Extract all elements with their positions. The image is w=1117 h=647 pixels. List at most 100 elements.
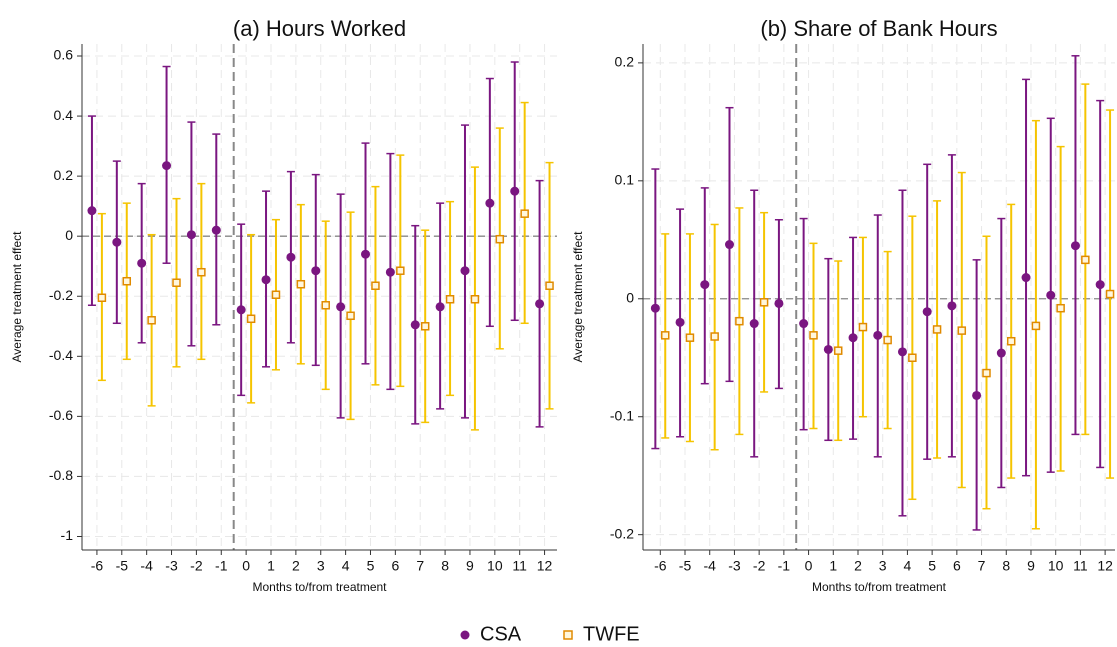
point (883, 335, 892, 345)
y-tick-label: -0.8 (49, 467, 73, 483)
x-axis-label: Months to/from treatment (252, 580, 387, 594)
x-tick-label: -2 (753, 558, 766, 574)
point (87, 206, 97, 216)
x-tick-label: -5 (116, 558, 129, 574)
point (296, 279, 306, 289)
point (420, 322, 430, 331)
point (460, 266, 470, 276)
y-tick-label: 0 (626, 289, 634, 305)
point (922, 307, 932, 317)
x-tick-label: -3 (728, 558, 741, 574)
point (495, 234, 505, 244)
point (162, 161, 172, 171)
x-tick-label: -2 (190, 558, 203, 574)
point (311, 266, 321, 276)
x-tick-label: 9 (1027, 558, 1035, 574)
point (908, 353, 917, 362)
y-tick-label: -0.4 (49, 347, 73, 363)
legend-label: TWFE (583, 623, 640, 645)
point (749, 319, 759, 329)
point (1031, 321, 1041, 331)
point (396, 266, 405, 275)
point (236, 305, 246, 315)
x-tick-label: 3 (879, 558, 887, 574)
point (1105, 289, 1115, 299)
point (97, 293, 107, 303)
y-tick-label: 0.6 (54, 47, 74, 63)
x-tick-label: -4 (140, 558, 153, 574)
point (445, 295, 455, 304)
point (1095, 280, 1105, 290)
legend-label: CSA (480, 623, 522, 645)
point (1021, 273, 1031, 283)
point (271, 290, 281, 299)
x-tick-label: -4 (703, 558, 716, 574)
point (735, 316, 744, 326)
point (724, 240, 734, 250)
x-tick-label: 4 (342, 558, 350, 574)
point (823, 344, 833, 354)
point (385, 267, 395, 277)
point (972, 390, 982, 400)
x-tick-label: -1 (215, 558, 228, 574)
point (197, 267, 206, 277)
point (485, 198, 495, 208)
point (137, 258, 147, 268)
x-tick-label: 11 (1073, 558, 1088, 574)
y-tick-label: 0.1 (615, 172, 635, 188)
y-tick-label: 0.2 (54, 167, 74, 183)
point (947, 301, 957, 311)
point (510, 186, 520, 196)
x-tick-label: -6 (654, 558, 667, 574)
x-tick-label: 6 (953, 558, 961, 574)
point (1056, 303, 1065, 313)
point (897, 347, 907, 357)
panel-title: (a) Hours Worked (233, 16, 406, 41)
x-tick-label: -3 (165, 558, 178, 574)
x-tick-label: 3 (317, 558, 325, 574)
point (1070, 241, 1080, 251)
point (435, 302, 445, 312)
point (957, 326, 967, 335)
x-tick-label: 8 (1002, 558, 1010, 574)
point (700, 280, 710, 290)
x-tick-label: 0 (242, 558, 250, 574)
x-axis-label: Months to/from treatment (812, 580, 947, 594)
x-tick-label: 8 (441, 558, 449, 574)
y-tick-label: 0 (65, 227, 73, 243)
point (650, 303, 660, 313)
panel: (a) Hours Worked -1 -0.8 -0.6 -0.4 -0.2 0 0.2 0.… (10, 16, 557, 594)
point (932, 325, 942, 334)
x-tick-label: 2 (854, 558, 862, 574)
point (336, 302, 346, 312)
y-tick-label: -0.1 (610, 407, 634, 423)
point (996, 348, 1006, 358)
point (346, 311, 355, 321)
point (660, 331, 670, 340)
x-tick-label: 10 (1048, 558, 1064, 574)
point (982, 368, 991, 378)
point (685, 333, 695, 342)
point (535, 299, 545, 309)
legend-marker (460, 630, 470, 640)
point (799, 319, 809, 329)
legend-marker (563, 630, 573, 640)
x-tick-label: -1 (778, 558, 791, 574)
y-tick-label: -0.2 (49, 287, 73, 303)
x-tick-label: 2 (292, 558, 300, 574)
x-tick-label: 9 (466, 558, 474, 574)
x-tick-label: -6 (91, 558, 104, 574)
point (211, 225, 221, 235)
panel-title: (b) Share of Bank Hours (760, 16, 997, 41)
y-tick-label: -1 (61, 527, 74, 543)
x-tick-label: 6 (391, 558, 399, 574)
point (1081, 255, 1090, 265)
point (246, 314, 256, 324)
y-tick-label: 0.2 (615, 54, 635, 70)
x-tick-label: 4 (904, 558, 912, 574)
x-tick-label: 1 (267, 558, 275, 574)
point (1006, 336, 1016, 346)
point (858, 322, 868, 332)
point (470, 295, 480, 304)
